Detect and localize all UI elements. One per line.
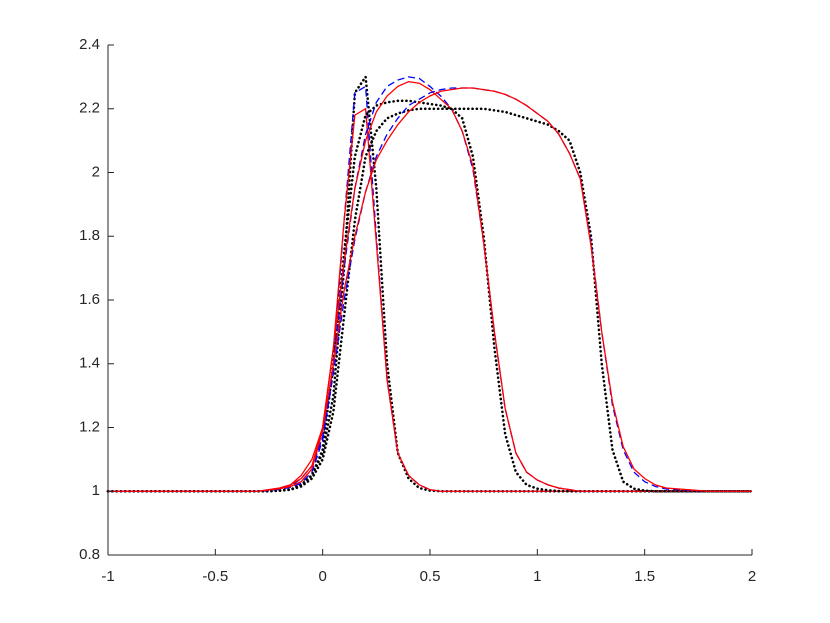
y-tick-label: 2.4 bbox=[79, 36, 100, 53]
series-line bbox=[108, 85, 752, 492]
y-tick-label: 1.8 bbox=[79, 227, 100, 244]
series-line bbox=[106, 99, 754, 493]
y-tick-label: 1.2 bbox=[79, 418, 100, 435]
y-tick-label: 2.2 bbox=[79, 100, 100, 117]
y-tick-label: 1.6 bbox=[79, 291, 100, 308]
series-line bbox=[106, 107, 754, 493]
x-tick-label: 1.5 bbox=[634, 568, 655, 585]
x-tick-label: 0 bbox=[318, 568, 326, 585]
x-tick-label: -1 bbox=[101, 568, 114, 585]
y-tick-label: 0.8 bbox=[79, 546, 100, 563]
series-line bbox=[108, 80, 752, 492]
y-tick-label: 1.4 bbox=[79, 355, 100, 372]
series-line bbox=[106, 73, 754, 493]
series-line bbox=[108, 87, 752, 492]
x-tick-label: 2 bbox=[748, 568, 756, 585]
series-line bbox=[108, 76, 752, 492]
y-tick-label: 1 bbox=[92, 482, 100, 499]
x-tick-label: -0.5 bbox=[202, 568, 228, 585]
x-tick-label: 0.5 bbox=[420, 568, 441, 585]
series-line bbox=[108, 107, 752, 492]
y-tick-label: 2 bbox=[92, 163, 100, 180]
x-tick-label: 1 bbox=[533, 568, 541, 585]
series-line bbox=[108, 87, 752, 492]
